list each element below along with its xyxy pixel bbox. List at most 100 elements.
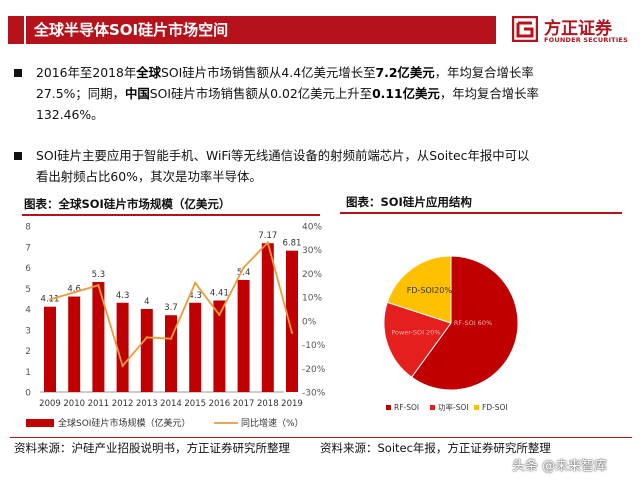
y-tick-label: 5	[25, 285, 31, 295]
bar-2015	[189, 302, 202, 392]
bullet-square	[14, 152, 22, 160]
growth-rate-point	[266, 241, 269, 244]
title-accent	[8, 16, 24, 44]
legend-label-line: 同比增速（%）	[241, 417, 304, 429]
left-title-underline	[22, 214, 320, 216]
x-tick-label: 2015	[184, 399, 206, 409]
y2-tick-label: 40%	[302, 223, 322, 233]
bar-2018	[261, 243, 274, 392]
x-tick-label: 2019	[281, 399, 303, 409]
y-tick-label: 3	[25, 326, 31, 336]
right-chart-title: 图表：SOI硅片应用结构	[346, 195, 472, 209]
logo-name: 方正证券	[544, 19, 612, 39]
bar-2019	[286, 250, 298, 392]
bar-value-label: 4.41	[210, 288, 229, 298]
x-tick-label: 2017	[233, 399, 255, 409]
right-title-underline	[340, 212, 622, 214]
bar-value-label: 4.3	[116, 291, 130, 301]
pie-slice-label: FD-SOI20%	[407, 286, 453, 295]
growth-rate-point	[194, 281, 197, 285]
pie-slice-label: Power-SOI 20%	[391, 328, 440, 336]
y-tick-label: 6	[25, 264, 31, 274]
growth-rate-point	[242, 266, 245, 269]
bullet-text-bold: 7.2亿美元	[375, 65, 435, 80]
market-size-chart: 012345678-30%-20%-10%0%10%20%30%40%4.112…	[25, 223, 326, 430]
founder-logo: 方正证券 FOUNDER SECURITIES	[512, 14, 632, 50]
legend-swatch-功率-SOI	[430, 405, 435, 410]
legend-label-bar: 全球SOI硅片市场规模（亿美元）	[58, 417, 190, 429]
bar-value-label: 6.81	[283, 239, 302, 249]
legend-swatch-RF-SOI	[386, 405, 391, 410]
growth-rate-point	[97, 284, 100, 287]
legend-swatch-bar	[26, 419, 54, 427]
footer-divider	[10, 437, 632, 438]
pie-slice-功率-SOI	[383, 301, 452, 378]
bullet-text-segment: 2016年至2018年	[36, 65, 137, 80]
left-source-note: 资料来源：沪硅产业招股说明书，方正证券研究所整理	[14, 441, 290, 455]
bullet-text-line: 看出射频占比60%，其次是功率半导体。	[36, 169, 262, 184]
bullet-square	[14, 69, 22, 77]
x-tick-label: 2018	[257, 399, 279, 409]
y-tick-label: 4	[25, 306, 31, 316]
y2-tick-label: 0%	[302, 317, 317, 327]
bar-value-label: 4.3	[188, 291, 202, 301]
bar-2009	[44, 306, 56, 392]
bullet-applications: SOI硅片主要应用于智能手机、WiFi等无线通信设备的射频前端芯片，从Soite…	[14, 145, 634, 189]
y-tick-label: 8	[25, 223, 31, 233]
bar-2012	[116, 302, 129, 392]
growth-rate-point	[290, 331, 294, 334]
bar-2014	[165, 315, 177, 392]
x-tick-label: 2011	[88, 399, 110, 409]
bullet-text-bold: 全球	[136, 65, 162, 80]
bar-value-label: 3.7	[164, 303, 178, 313]
bar-2017	[237, 279, 250, 392]
y2-tick-label: -30%	[302, 389, 326, 399]
growth-rate-point	[169, 337, 173, 340]
y2-tick-label: -20%	[302, 365, 326, 375]
growth-rate-point	[73, 291, 76, 294]
bullet-text: SOI硅片主要应用于智能手机、WiFi等无线通信设备的射频前端芯片，从Soite…	[36, 145, 529, 187]
legend-label-FD-SOI: FD-SOI	[482, 403, 508, 412]
y2-tick-label: 30%	[302, 246, 322, 256]
bar-2016	[213, 300, 226, 392]
title-bar	[26, 16, 496, 44]
pie-slice-RF-SOI	[410, 255, 519, 391]
bullet-text-segment: ，年均复合增长率	[434, 65, 534, 80]
bullet-text-segment: ，年均复合增长率	[439, 86, 539, 101]
bar-2013	[140, 309, 153, 392]
pie-slice-FD-SOI	[386, 255, 452, 324]
bullet-market-size: 2016年至2018年全球SOI硅片市场销售额从4.4亿美元增长至7.2亿美元，…	[14, 62, 634, 126]
bullet-text-segment: SOI硅片市场销售额从4.4亿美元增长至	[161, 65, 376, 80]
bar-value-label: 5.4	[237, 268, 251, 278]
bar-2010	[68, 296, 81, 392]
left-chart-title: 图表：全球SOI硅片市场规模（亿美元）	[24, 197, 231, 211]
x-tick-label: 2013	[136, 399, 158, 409]
y-tick-label: 7	[25, 243, 31, 253]
x-tick-label: 2016	[209, 399, 231, 409]
logo-english: FOUNDER SECURITIES	[544, 36, 628, 44]
right-source-note: 资料来源：Soitec年报，方正证券研究所整理	[320, 441, 551, 455]
bar-value-label: 4	[144, 297, 149, 307]
header: 全球半导体SOI硅片市场空间 方正证券 FOUNDER SECURITIES	[0, 0, 640, 58]
x-tick-label: 2009	[39, 399, 61, 409]
bullet-text-segment: 27.5%；同期，	[36, 86, 125, 101]
legend-label-功率-SOI: 功率-SOI	[438, 402, 469, 412]
y-tick-label: 1	[25, 368, 31, 378]
bullet-text-bold: 0.11亿美元	[372, 86, 440, 101]
bullet-text-line: SOI硅片主要应用于智能手机、WiFi等无线通信设备的射频前端芯片，从Soite…	[36, 148, 530, 163]
bar-value-label: 5.3	[92, 270, 106, 280]
legend-swatch-FD-SOI	[474, 405, 479, 410]
bar-value-label: 4.6	[67, 285, 81, 295]
y-tick-label: 2	[25, 347, 31, 357]
bullet-text-line: 132.46%。	[36, 107, 104, 122]
application-structure-chart: RF-SOI 60% Power-SOI 20% FD-SOI20% RF-SOI 功率…	[383, 255, 519, 412]
legend-label-RF-SOI: RF-SOI	[394, 403, 419, 412]
y-tick-label: 0	[25, 389, 31, 399]
growth-rate-point	[48, 298, 52, 301]
y2-tick-label: -10%	[302, 341, 326, 351]
watermark: 头条 @未来智库	[512, 459, 608, 474]
pie-slice-label: RF-SOI 60%	[454, 319, 492, 327]
x-tick-label: 2014	[160, 399, 182, 409]
y2-tick-label: 10%	[302, 294, 322, 304]
x-tick-label: 2012	[112, 399, 134, 409]
